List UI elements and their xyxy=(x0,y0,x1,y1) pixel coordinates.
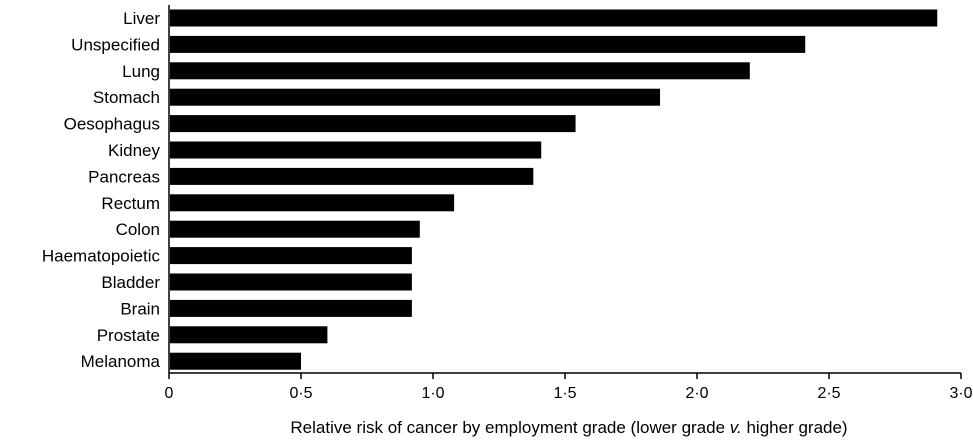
category-label-kidney: Kidney xyxy=(108,141,160,160)
axes xyxy=(168,5,961,374)
category-label-haematopoietic: Haematopoietic xyxy=(42,247,161,266)
x-tick-label: 2·5 xyxy=(817,385,840,402)
bar-colon xyxy=(170,220,420,238)
x-axis-title: Relative risk of cancer by employment gr… xyxy=(290,418,847,437)
x-tick-label: 2·0 xyxy=(685,385,708,402)
bar-unspecified xyxy=(170,35,806,53)
bar-brain xyxy=(170,299,412,317)
bar-rectum xyxy=(170,194,455,212)
bar-haematopoietic xyxy=(170,247,412,265)
x-tick-label: 1·5 xyxy=(553,385,576,402)
x-tick-label: 3·0 xyxy=(949,385,972,402)
bar-kidney xyxy=(170,141,542,159)
category-label-colon: Colon xyxy=(116,220,160,239)
x-ticks: 0 0·5 1·0 1·5 2·0 2·5 3·0 xyxy=(165,373,973,402)
bar-prostate xyxy=(170,326,328,344)
category-label-pancreas: Pancreas xyxy=(88,167,160,186)
bar-stomach xyxy=(170,88,661,106)
x-tick-label: 0 xyxy=(165,385,174,402)
x-axis-title-part-1: Relative risk of cancer by employment gr… xyxy=(290,418,729,437)
category-label-unspecified: Unspecified xyxy=(71,35,160,54)
bars-layer xyxy=(170,9,938,370)
category-label-bladder: Bladder xyxy=(101,273,160,292)
bar-oesophagus xyxy=(170,115,576,133)
x-axis-title-part-2: higher grade) xyxy=(742,418,848,437)
category-label-rectum: Rectum xyxy=(101,194,160,213)
category-label-lung: Lung xyxy=(122,62,160,81)
x-tick-label: 1·0 xyxy=(421,385,444,402)
bar-melanoma xyxy=(170,352,301,370)
category-label-oesophagus: Oesophagus xyxy=(64,115,160,134)
category-label-brain: Brain xyxy=(120,299,160,318)
category-labels: Liver Unspecified Lung Stomach Oesophagus Kid… xyxy=(42,9,161,371)
bar-pancreas xyxy=(170,167,534,185)
x-tick-label: 0·5 xyxy=(289,385,312,402)
category-label-stomach: Stomach xyxy=(93,88,160,107)
category-label-prostate: Prostate xyxy=(97,326,160,345)
category-label-melanoma: Melanoma xyxy=(81,352,161,371)
category-label-liver: Liver xyxy=(123,9,160,28)
x-axis-title-italic: v. xyxy=(730,418,742,437)
bar-lung xyxy=(170,62,750,80)
bar-liver xyxy=(170,9,938,27)
bar-bladder xyxy=(170,273,412,291)
